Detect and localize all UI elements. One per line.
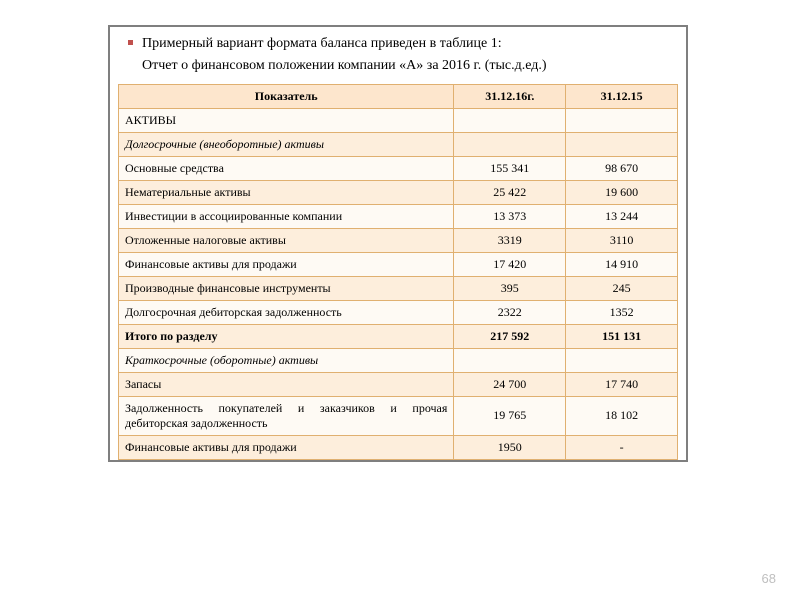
table-row: АКТИВЫ bbox=[119, 108, 678, 132]
intro-text: Примерный вариант формата баланса привед… bbox=[142, 36, 502, 51]
table-row: Производные финансовые инструменты395245 bbox=[119, 276, 678, 300]
table-header-row: Показатель 31.12.16г. 31.12.15 bbox=[119, 84, 678, 108]
row-label: Краткосрочные (оборотные) активы bbox=[119, 348, 454, 372]
row-value-2016: 17 420 bbox=[454, 252, 566, 276]
table-row: Запасы24 70017 740 bbox=[119, 372, 678, 396]
row-label: Финансовые активы для продажи bbox=[119, 252, 454, 276]
row-value-2016: 24 700 bbox=[454, 372, 566, 396]
content-frame: Примерный вариант формата баланса привед… bbox=[108, 25, 688, 462]
table-row: Задолженность покупателей и заказчиков и… bbox=[119, 396, 678, 435]
row-label: Долгосрочная дебиторская задолженность bbox=[119, 300, 454, 324]
row-label: Итого по разделу bbox=[119, 324, 454, 348]
row-label: Отложенные налоговые активы bbox=[119, 228, 454, 252]
row-value-2015: 13 244 bbox=[566, 204, 678, 228]
row-value-2016: 1950 bbox=[454, 435, 566, 459]
row-value-2016 bbox=[454, 348, 566, 372]
row-value-2016: 13 373 bbox=[454, 204, 566, 228]
table-row: Нематериальные активы25 42219 600 bbox=[119, 180, 678, 204]
table-row: Итого по разделу217 592151 131 bbox=[119, 324, 678, 348]
row-label: Долгосрочные (внеоборотные) активы bbox=[119, 132, 454, 156]
row-value-2016: 155 341 bbox=[454, 156, 566, 180]
row-value-2015 bbox=[566, 132, 678, 156]
table-row: Долгосрочные (внеоборотные) активы bbox=[119, 132, 678, 156]
table-row: Инвестиции в ассоциированные компании13 … bbox=[119, 204, 678, 228]
balance-table: Показатель 31.12.16г. 31.12.15 АКТИВЫДол… bbox=[118, 84, 678, 460]
row-value-2016 bbox=[454, 108, 566, 132]
row-label: Инвестиции в ассоциированные компании bbox=[119, 204, 454, 228]
row-value-2015: 245 bbox=[566, 276, 678, 300]
table-row: Долгосрочная дебиторская задолженность23… bbox=[119, 300, 678, 324]
row-value-2016: 217 592 bbox=[454, 324, 566, 348]
header-col2: 31.12.16г. bbox=[454, 84, 566, 108]
bullet-line: Примерный вариант формата баланса привед… bbox=[128, 33, 668, 55]
row-value-2015 bbox=[566, 108, 678, 132]
row-value-2015: 18 102 bbox=[566, 396, 678, 435]
row-label: Финансовые активы для продажи bbox=[119, 435, 454, 459]
row-label: Задолженность покупателей и заказчиков и… bbox=[119, 396, 454, 435]
row-value-2015 bbox=[566, 348, 678, 372]
row-value-2016: 2322 bbox=[454, 300, 566, 324]
table-row: Отложенные налоговые активы33193110 bbox=[119, 228, 678, 252]
row-value-2016: 395 bbox=[454, 276, 566, 300]
row-value-2015: 1352 bbox=[566, 300, 678, 324]
bullet-icon bbox=[128, 40, 133, 45]
row-label: Запасы bbox=[119, 372, 454, 396]
table-row: Краткосрочные (оборотные) активы bbox=[119, 348, 678, 372]
row-value-2015: 14 910 bbox=[566, 252, 678, 276]
row-value-2015: 19 600 bbox=[566, 180, 678, 204]
row-value-2015: 98 670 bbox=[566, 156, 678, 180]
row-value-2015: 3110 bbox=[566, 228, 678, 252]
row-value-2016: 19 765 bbox=[454, 396, 566, 435]
row-value-2015: 17 740 bbox=[566, 372, 678, 396]
table-row: Финансовые активы для продажи17 42014 91… bbox=[119, 252, 678, 276]
table-row: Финансовые активы для продажи1950- bbox=[119, 435, 678, 459]
table-row: Основные средства155 34198 670 bbox=[119, 156, 678, 180]
row-value-2015: - bbox=[566, 435, 678, 459]
row-label: Производные финансовые инструменты bbox=[119, 276, 454, 300]
row-value-2016: 3319 bbox=[454, 228, 566, 252]
row-label: Основные средства bbox=[119, 156, 454, 180]
intro-block: Примерный вариант формата баланса привед… bbox=[128, 33, 668, 78]
header-col3: 31.12.15 bbox=[566, 84, 678, 108]
row-label: Нематериальные активы bbox=[119, 180, 454, 204]
row-label: АКТИВЫ bbox=[119, 108, 454, 132]
row-value-2015: 151 131 bbox=[566, 324, 678, 348]
row-value-2016: 25 422 bbox=[454, 180, 566, 204]
row-value-2016 bbox=[454, 132, 566, 156]
page-number: 68 bbox=[762, 571, 776, 586]
header-col1: Показатель bbox=[119, 84, 454, 108]
subtitle-text: Отчет о финансовом положении компании «А… bbox=[142, 55, 668, 77]
